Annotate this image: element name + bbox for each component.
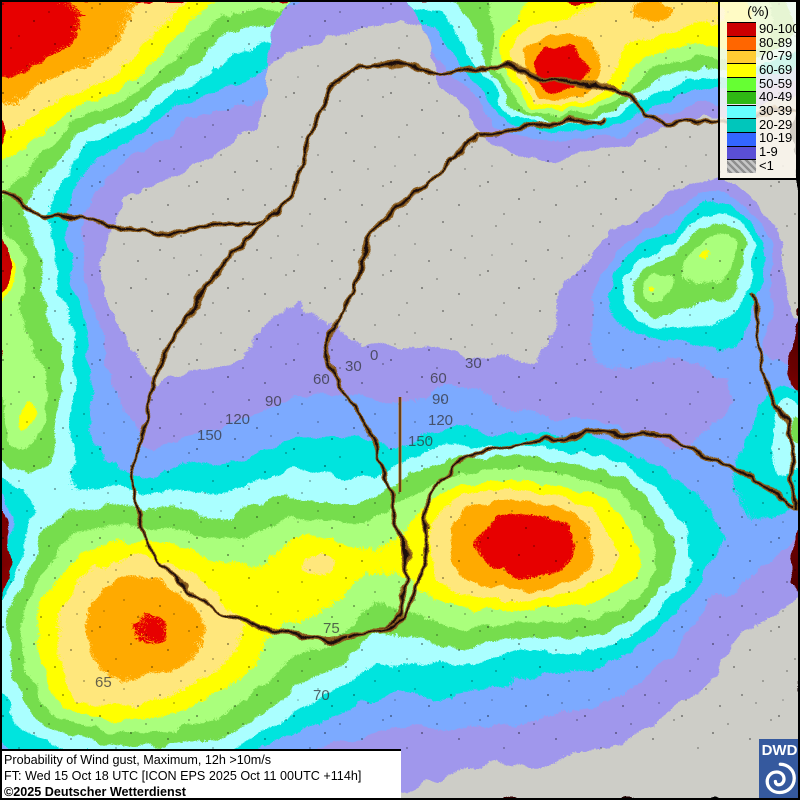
svg-text:30: 30 <box>345 358 362 375</box>
svg-text:90: 90 <box>265 393 282 410</box>
svg-text:120: 120 <box>428 412 453 429</box>
svg-text:120: 120 <box>225 411 250 428</box>
svg-text:150: 150 <box>408 433 433 450</box>
svg-text:60: 60 <box>430 370 447 387</box>
svg-text:0: 0 <box>370 347 378 364</box>
svg-text:65: 65 <box>95 674 112 691</box>
svg-text:75: 75 <box>323 620 340 637</box>
svg-text:150: 150 <box>197 427 222 444</box>
svg-text:90: 90 <box>432 391 449 408</box>
svg-text:70: 70 <box>313 687 330 704</box>
svg-text:60: 60 <box>313 371 330 388</box>
svg-text:30: 30 <box>465 355 482 372</box>
